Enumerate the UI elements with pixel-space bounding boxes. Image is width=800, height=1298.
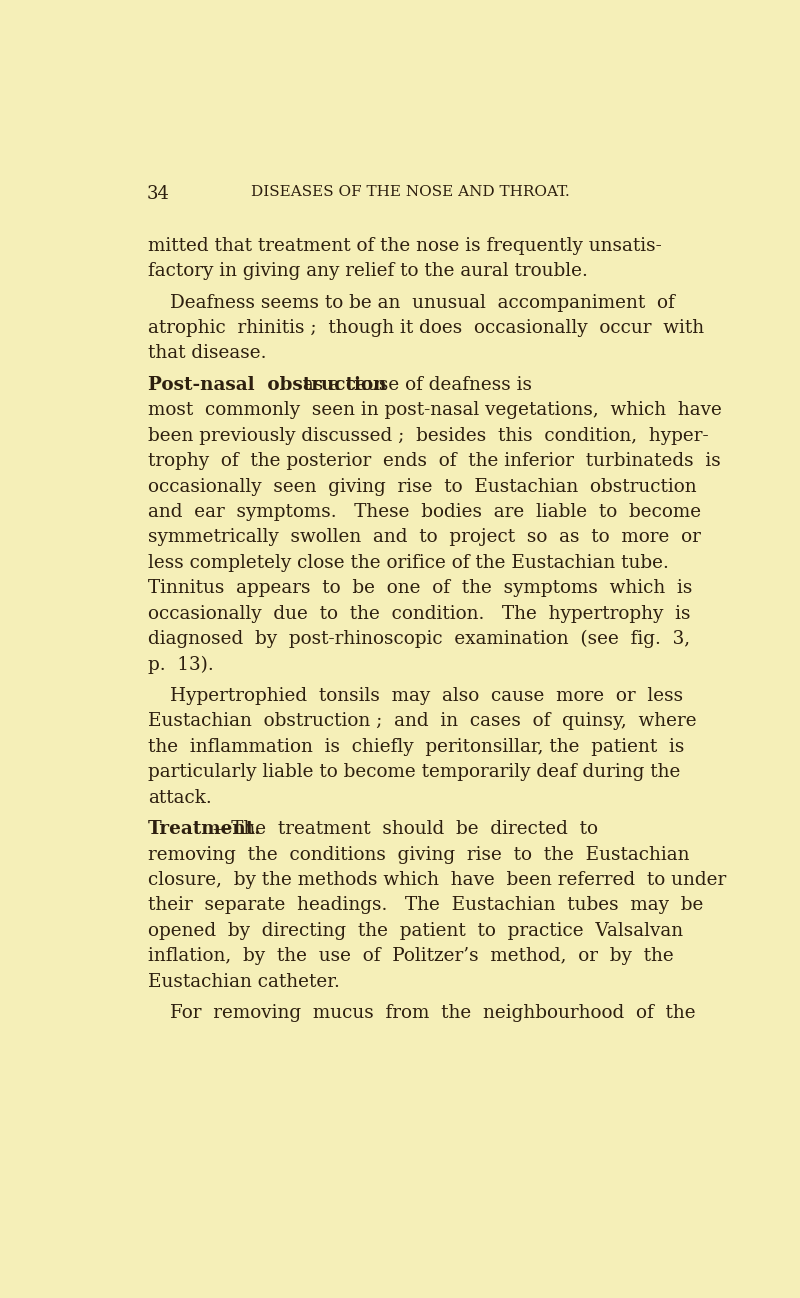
Text: diagnosed  by  post-rhinoscopic  examination  (see  fig.  3,: diagnosed by post-rhinoscopic examinatio… [148,630,690,648]
Text: —The  treatment  should  be  directed  to: —The treatment should be directed to [213,820,598,839]
Text: symmetrically  swollen  and  to  project  so  as  to  more  or: symmetrically swollen and to project so … [148,528,701,546]
Text: closure,  by the methods which  have  been referred  to under: closure, by the methods which have been … [148,871,726,889]
Text: For  removing  mucus  from  the  neighbourhood  of  the: For removing mucus from the neighbourhoo… [170,1005,695,1023]
Text: and  ear  symptoms.   These  bodies  are  liable  to  become: and ear symptoms. These bodies are liabl… [148,504,701,520]
Text: mitted that treatment of the nose is frequently unsatis-: mitted that treatment of the nose is fre… [148,236,662,254]
Text: opened  by  directing  the  patient  to  practice  Valsalvan: opened by directing the patient to pract… [148,922,683,940]
Text: attack.: attack. [148,789,212,806]
Text: as a cause of deafness is: as a cause of deafness is [298,376,533,395]
Text: p.  13).: p. 13). [148,655,214,674]
Text: trophy  of  the posterior  ends  of  the inferior  turbinateds  is: trophy of the posterior ends of the infe… [148,452,721,470]
Text: Eustachian  obstruction ;  and  in  cases  of  quinsy,  where: Eustachian obstruction ; and in cases of… [148,713,697,731]
Text: factory in giving any relief to the aural trouble.: factory in giving any relief to the aura… [148,262,588,280]
Text: inflation,  by  the  use  of  Politzer’s  method,  or  by  the: inflation, by the use of Politzer’s meth… [148,948,674,966]
Text: Tinnitus  appears  to  be  one  of  the  symptoms  which  is: Tinnitus appears to be one of the sympto… [148,579,693,597]
Text: particularly liable to become temporarily deaf during the: particularly liable to become temporaril… [148,763,681,781]
Text: Hypertrophied  tonsils  may  also  cause  more  or  less: Hypertrophied tonsils may also cause mor… [170,687,683,705]
Text: removing  the  conditions  giving  rise  to  the  Eustachian: removing the conditions giving rise to t… [148,846,690,863]
Text: their  separate  headings.   The  Eustachian  tubes  may  be: their separate headings. The Eustachian … [148,897,703,915]
Text: 34: 34 [146,186,170,202]
Text: occasionally  seen  giving  rise  to  Eustachian  obstruction: occasionally seen giving rise to Eustach… [148,478,697,496]
Text: the  inflammation  is  chiefly  peritonsillar, the  patient  is: the inflammation is chiefly peritonsilla… [148,737,685,755]
Text: been previously discussed ;  besides  this  condition,  hyper-: been previously discussed ; besides this… [148,427,709,445]
Text: Deafness seems to be an  unusual  accompaniment  of: Deafness seems to be an unusual accompan… [170,293,674,312]
Text: atrophic  rhinitis ;  though it does  occasionally  occur  with: atrophic rhinitis ; though it does occas… [148,319,704,337]
Text: Eustachian catheter.: Eustachian catheter. [148,972,340,990]
Text: Post-nasal  obstruction: Post-nasal obstruction [148,376,386,395]
Text: most  commonly  seen in post-nasal vegetations,  which  have: most commonly seen in post-nasal vegetat… [148,401,722,419]
Text: that disease.: that disease. [148,344,266,362]
Text: occasionally  due  to  the  condition.   The  hypertrophy  is: occasionally due to the condition. The h… [148,605,690,623]
Text: less completely close the orifice of the Eustachian tube.: less completely close the orifice of the… [148,554,669,572]
Text: Treatment.: Treatment. [148,820,262,839]
Text: DISEASES OF THE NOSE AND THROAT.: DISEASES OF THE NOSE AND THROAT. [250,186,570,199]
